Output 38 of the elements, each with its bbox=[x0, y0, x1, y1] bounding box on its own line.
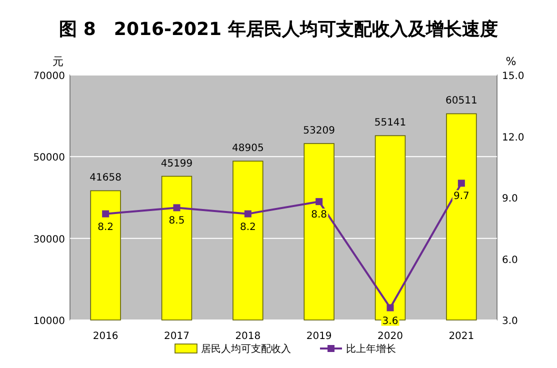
data-label: 53209 bbox=[303, 126, 335, 137]
point bbox=[458, 180, 465, 187]
data-label: 48905 bbox=[232, 143, 264, 154]
data-label: 45199 bbox=[160, 158, 193, 170]
y-tick-label: 30000 bbox=[33, 234, 65, 246]
point bbox=[244, 210, 252, 218]
y2-axis-title: % bbox=[506, 55, 516, 68]
point bbox=[386, 304, 394, 312]
data-label: 8.2 bbox=[240, 222, 256, 233]
data-label: 8.5 bbox=[168, 216, 185, 227]
data-label: 3.6 bbox=[382, 316, 398, 327]
y-tick-label: 10000 bbox=[33, 316, 65, 327]
chart-title: 图 8 2016-2021 年居民人均可支配收入及增长速度 bbox=[59, 19, 498, 40]
x-tick-label: 2016 bbox=[92, 331, 118, 342]
y2-tick-label: 6.0 bbox=[502, 254, 518, 266]
y-axis-title: 元 bbox=[52, 55, 64, 68]
y-tick-label: 70000 bbox=[33, 71, 65, 82]
y2-tick-label: 12.0 bbox=[502, 132, 524, 144]
data-label: 55141 bbox=[374, 118, 406, 129]
x-tick-label: 2019 bbox=[306, 331, 332, 342]
x-tick-label: 2020 bbox=[378, 331, 403, 342]
x-tick-label: 2018 bbox=[235, 331, 261, 342]
point bbox=[173, 204, 180, 212]
legend-label: 比上年增长 bbox=[346, 343, 396, 355]
x-tick-label: 2017 bbox=[164, 331, 190, 342]
point bbox=[102, 210, 110, 218]
y-tick-label: 50000 bbox=[33, 152, 65, 164]
x-tick-label: 2021 bbox=[448, 331, 474, 342]
data-label: 8.2 bbox=[98, 222, 114, 233]
y2-tick-label: 15.0 bbox=[502, 71, 524, 82]
data-label: 8.8 bbox=[311, 210, 328, 221]
y2-tick-label: 3.0 bbox=[502, 316, 518, 327]
y2-tick-label: 9.0 bbox=[502, 194, 518, 204]
data-label: 9.7 bbox=[453, 191, 470, 202]
data-label: 41658 bbox=[90, 172, 122, 184]
data-label: 60511 bbox=[446, 96, 478, 107]
legend-label: 居民人均可支配收入 bbox=[201, 343, 291, 355]
point bbox=[316, 198, 323, 206]
